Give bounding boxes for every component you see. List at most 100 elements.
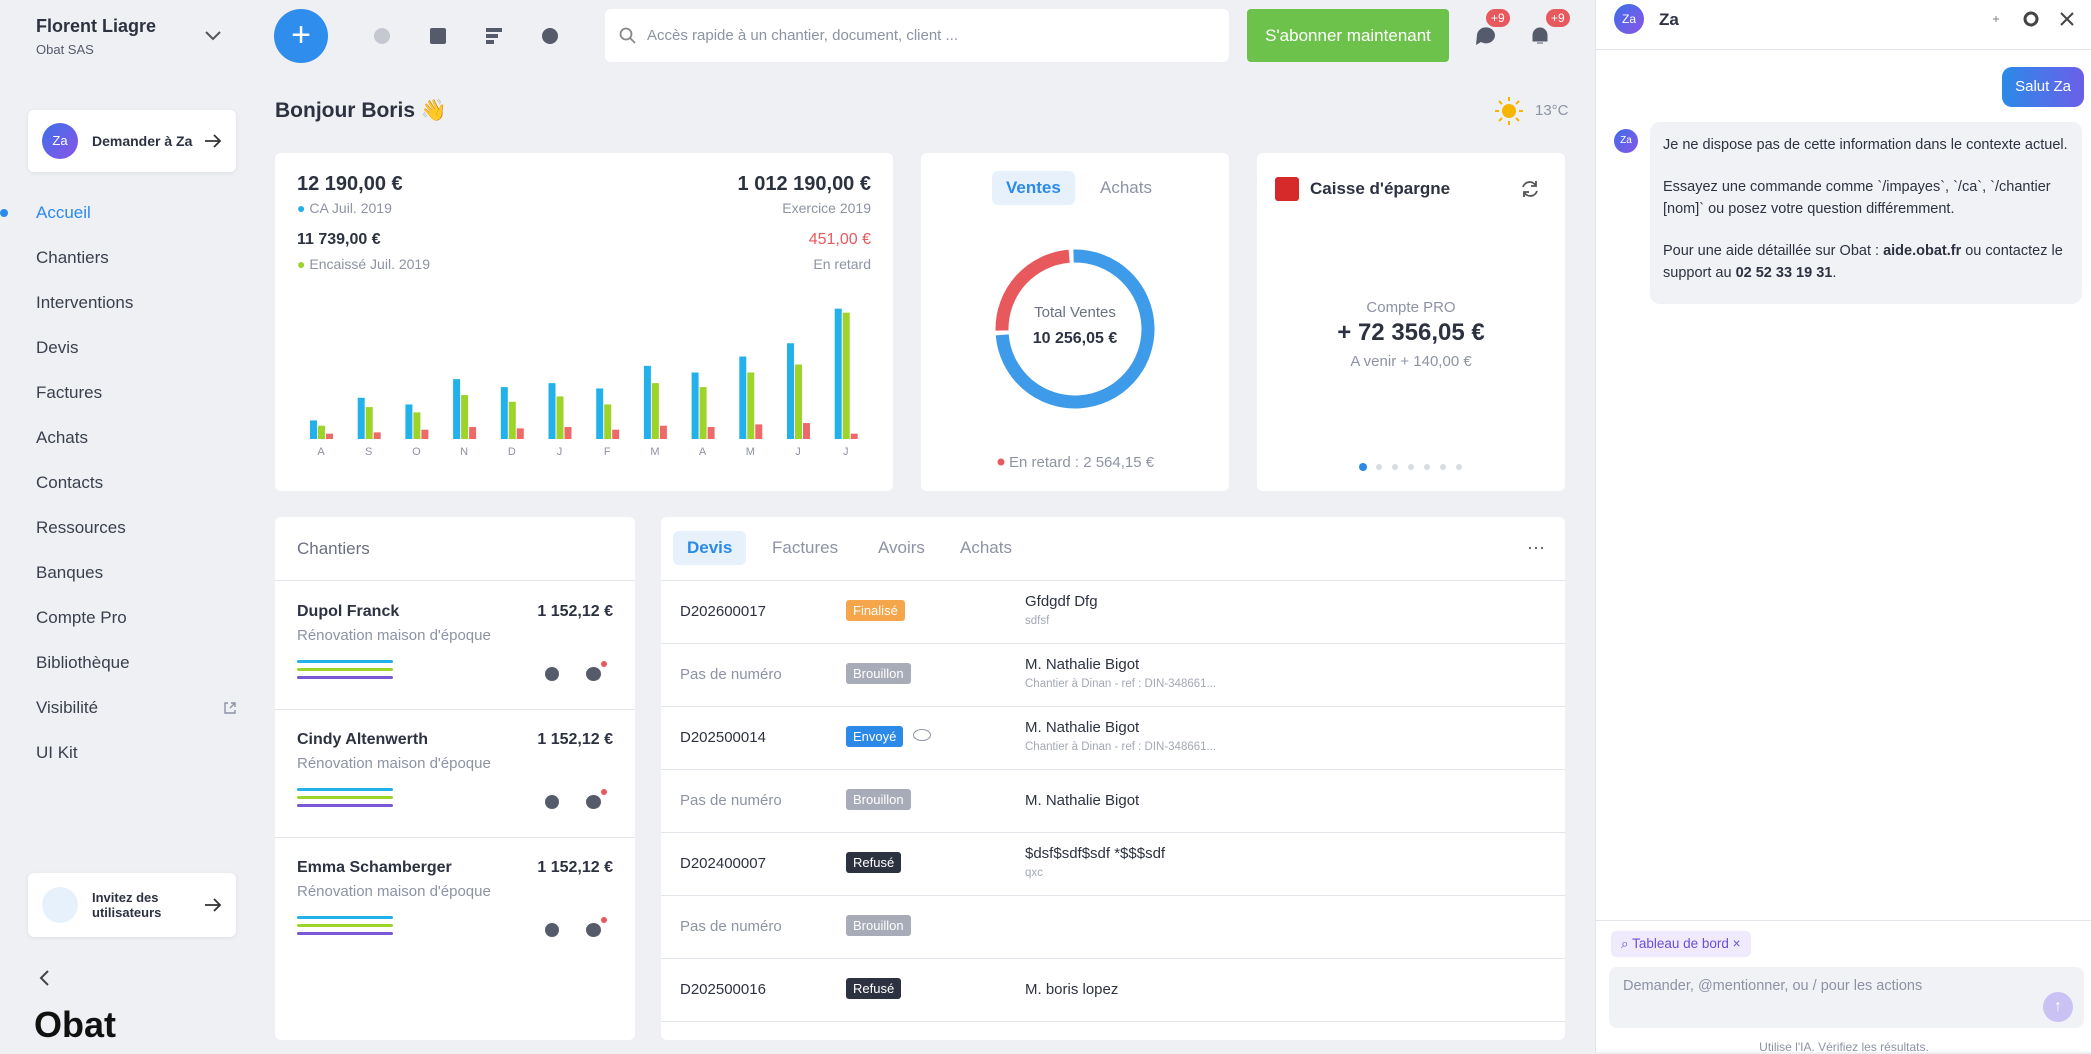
donut-segment xyxy=(995,249,1155,409)
tab[interactable]: Devis xyxy=(673,531,747,565)
clock-icon[interactable] xyxy=(545,923,559,937)
project-name: Cindy Altenwerth xyxy=(297,731,428,748)
unread-dot xyxy=(601,789,607,795)
nav-item[interactable]: Bibliothèque xyxy=(36,653,130,672)
bar xyxy=(516,428,524,439)
paragraph: Pour une aide détaillée sur Obat : aide.… xyxy=(1663,240,2069,284)
chat-input[interactable]: Demander, @mentionner, ou / pour les act… xyxy=(1609,967,2084,1028)
bar xyxy=(365,407,373,439)
search-icon xyxy=(619,27,636,44)
nav-item[interactable]: Compte Pro xyxy=(36,608,127,627)
project-item[interactable]: Emma Schamberger 1 152,12 € Rénovation mai… xyxy=(275,837,635,965)
bar xyxy=(500,387,508,439)
document-row[interactable]: D202500016 Refusé M. boris lopez xyxy=(661,959,1565,1022)
exercise-label: Exercice 2019 xyxy=(782,200,871,216)
add-button[interactable]: + xyxy=(274,9,328,63)
tab[interactable]: Achats xyxy=(1100,178,1152,197)
nav-item[interactable]: UI Kit xyxy=(36,743,78,762)
donut-chart: Total Ventes 10 256,05 € En retard : 2 564… xyxy=(995,249,1155,471)
ca-amount: 12 190,00 € xyxy=(297,173,403,195)
tab[interactable]: Ventes xyxy=(992,171,1075,205)
ask-button[interactable]: Za Demander à Za xyxy=(28,110,236,172)
legend-dot xyxy=(997,458,1005,466)
card-title: Chantiers xyxy=(297,539,370,558)
nav-item[interactable]: Chantiers xyxy=(36,248,109,267)
link[interactable]: aide.obat.fr xyxy=(1883,243,1962,259)
invite-button[interactable]: Invitez des utilisateurs xyxy=(28,873,236,937)
project-amount: 1 152,12 € xyxy=(537,603,613,620)
unread-dot xyxy=(601,917,607,923)
document-row[interactable]: D202400007 Refusé $dsf$sdf$sdf *$$$sdf qxc xyxy=(661,833,1565,896)
bar xyxy=(548,383,556,439)
more-button[interactable]: ··· xyxy=(1527,537,1545,557)
send-button[interactable]: ↑ xyxy=(2043,992,2073,1022)
clock-icon[interactable] xyxy=(545,795,559,809)
x-tick-label: N xyxy=(460,446,468,458)
account-type: Compte PRO xyxy=(1366,299,1456,316)
chevron[interactable] xyxy=(204,30,222,42)
nav-item[interactable]: Devis xyxy=(36,338,79,357)
avatar: Za xyxy=(1614,4,1644,34)
tab[interactable]: Factures xyxy=(772,538,839,557)
x-tick-label: M xyxy=(746,446,755,458)
context-chip[interactable]: ⌕ Tableau de bord × xyxy=(1611,931,1751,957)
chat-icon[interactable] xyxy=(586,923,601,937)
document-row[interactable]: Pas de numéro Brouillon M. Nathalie Bigot xyxy=(661,770,1565,833)
search-placeholder: Accès rapide à un chantier, document, cl… xyxy=(647,27,959,44)
document-row[interactable]: D202600017 Finalisé Gfdgdf Dfg sdfsf xyxy=(661,581,1565,644)
document-row[interactable]: Pas de numéro Brouillon M. Nathalie Bigot C… xyxy=(661,644,1565,707)
subscribe-button[interactable]: S'abonner maintenant xyxy=(1247,9,1449,62)
exercise-amount: 1 012 190,00 € xyxy=(737,173,871,195)
refresh-icon[interactable] xyxy=(1520,179,1540,199)
nav-item[interactable]: Interventions xyxy=(36,293,134,312)
progress-line xyxy=(297,788,393,791)
project-description: Rénovation maison d'époque xyxy=(297,883,491,900)
notifications-badge[interactable]: +9 xyxy=(1546,9,1570,27)
collapse-icon[interactable] xyxy=(38,969,50,987)
bar xyxy=(461,395,469,439)
status-badge: Brouillon xyxy=(846,663,911,684)
bar xyxy=(318,425,325,439)
hidden-icon[interactable] xyxy=(913,729,931,741)
x-tick-label: J xyxy=(843,446,849,458)
client-detail: Chantier à Dinan - ref : DIN-348661... xyxy=(1025,741,1217,753)
nav-item[interactable]: Banques xyxy=(36,563,104,582)
phone: 02 52 33 19 31 xyxy=(1735,265,1833,281)
avatar: Za xyxy=(1614,129,1638,153)
tab[interactable]: Avoirs xyxy=(878,538,925,557)
project-item[interactable]: Cindy Altenwerth 1 152,12 € Rénovation mai… xyxy=(275,709,635,838)
bar xyxy=(556,396,564,439)
nav-item[interactable]: Achats xyxy=(36,428,88,447)
donut-segment xyxy=(995,249,1070,331)
x-tick-label: A xyxy=(699,446,707,458)
nav-item[interactable]: Accueil xyxy=(36,203,91,222)
chat-icon[interactable] xyxy=(586,795,601,809)
chat-header-icons[interactable] xyxy=(1989,9,2081,29)
chip-label: Tableau de bord xyxy=(1632,936,1729,951)
ca-label-text: CA Juil. 2019 xyxy=(309,200,392,216)
nav-item[interactable]: Visibilité xyxy=(36,698,99,717)
messages-badge[interactable]: +9 xyxy=(1486,9,1510,27)
bar xyxy=(842,312,850,439)
search-box[interactable]: Accès rapide à un chantier, document, cl… xyxy=(605,9,1229,62)
document-row[interactable]: Pas de numéro Brouillon xyxy=(661,896,1565,959)
nav-item[interactable]: Contacts xyxy=(36,473,104,492)
status-badge: Brouillon xyxy=(846,915,911,936)
documents-card: Devis Factures Avoirs Achats ··· D202600017… xyxy=(661,517,1565,1040)
tab[interactable]: Achats xyxy=(960,538,1012,557)
bar xyxy=(373,432,381,439)
clock-icon[interactable] xyxy=(545,667,559,681)
user-name: Florent Liagre xyxy=(36,16,157,36)
nav-item[interactable]: Factures xyxy=(36,383,103,402)
center-label: Total Ventes xyxy=(1034,304,1116,321)
chat-icon[interactable] xyxy=(586,667,601,681)
greeting: Bonjour Boris 👋 xyxy=(275,99,447,122)
active-dot xyxy=(0,209,8,217)
status-badge: Refusé xyxy=(846,852,902,873)
project-item[interactable]: Dupol Franck 1 152,12 € Rénovation maison … xyxy=(275,581,635,710)
nav-item[interactable]: Ressources xyxy=(36,518,126,537)
document-row[interactable]: D202500014 Envoyé M. Nathalie Bigot Chantie… xyxy=(661,707,1565,770)
late-label: En retard xyxy=(813,256,871,272)
